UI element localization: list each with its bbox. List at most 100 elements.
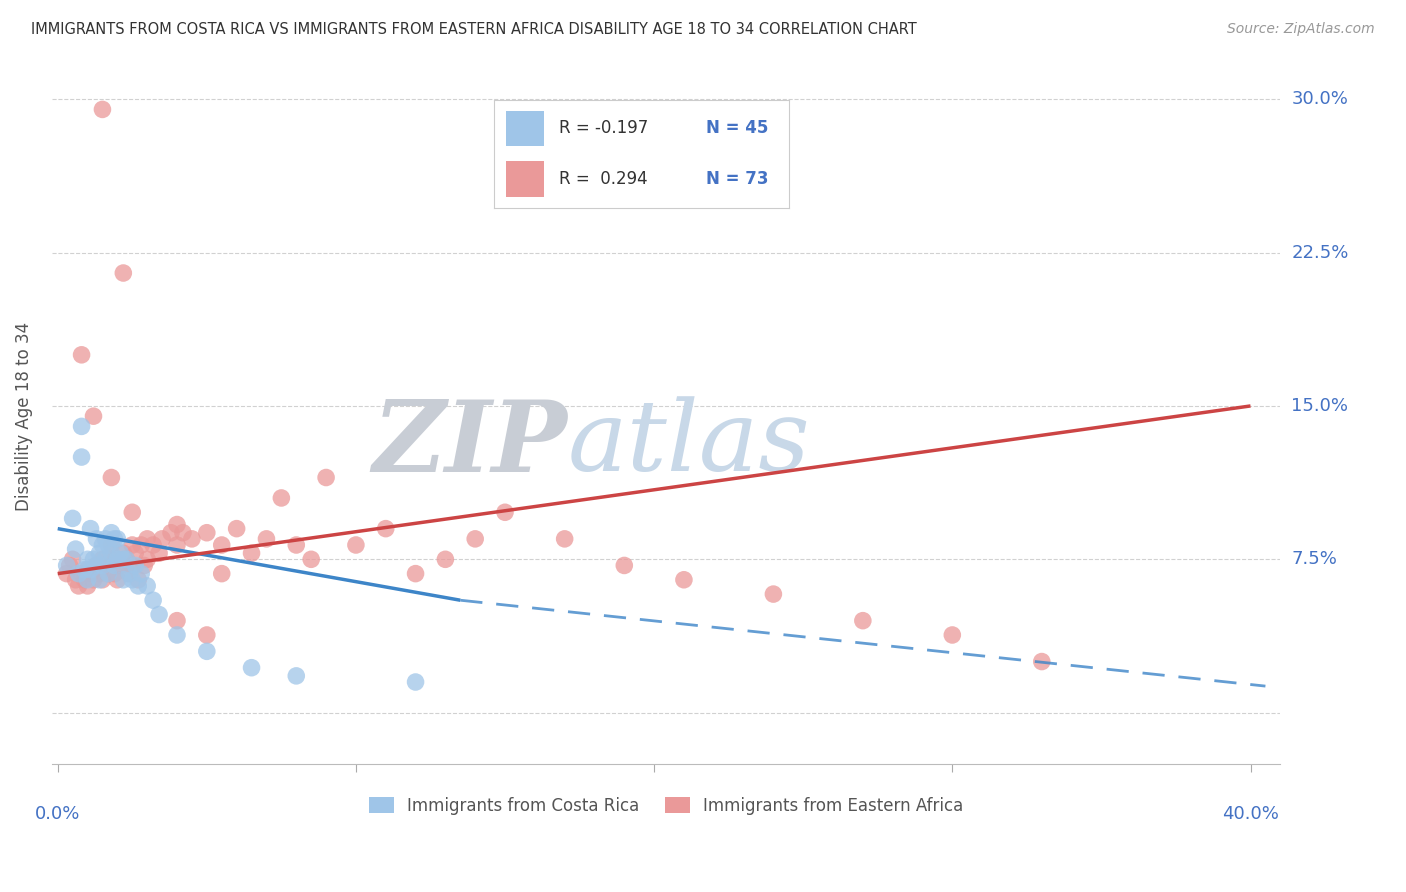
Point	[89, 546, 111, 560]
Point	[195, 628, 218, 642]
Point	[91, 558, 114, 573]
Point	[613, 558, 636, 573]
Point	[256, 532, 278, 546]
Point	[97, 566, 120, 581]
Point	[91, 103, 114, 117]
Point	[86, 558, 108, 573]
Point	[94, 532, 117, 546]
Point	[285, 538, 308, 552]
Point	[70, 348, 93, 362]
Point	[299, 552, 322, 566]
Point	[405, 675, 427, 690]
Point	[110, 558, 132, 573]
Point	[195, 525, 218, 540]
Point	[150, 532, 173, 546]
Point	[70, 419, 93, 434]
Point	[121, 538, 143, 552]
Point	[129, 538, 152, 552]
Point	[172, 525, 194, 540]
Point	[55, 558, 77, 573]
Text: 30.0%: 30.0%	[1292, 90, 1348, 108]
Point	[127, 579, 149, 593]
Point	[434, 552, 457, 566]
Point	[115, 552, 138, 566]
Point	[148, 546, 170, 560]
Point	[86, 558, 108, 573]
Point	[118, 566, 141, 581]
Point	[136, 532, 159, 546]
Text: 22.5%: 22.5%	[1292, 244, 1348, 261]
Point	[112, 552, 135, 566]
Point	[112, 546, 135, 560]
Text: 40.0%: 40.0%	[1222, 805, 1279, 823]
Point	[136, 579, 159, 593]
Point	[127, 573, 149, 587]
Point	[65, 542, 87, 557]
Point	[103, 532, 125, 546]
Point	[240, 661, 263, 675]
Point	[73, 573, 96, 587]
Point	[62, 511, 84, 525]
Point	[82, 552, 104, 566]
Point	[97, 566, 120, 581]
Point	[79, 522, 101, 536]
Point	[65, 573, 87, 587]
Point	[100, 525, 122, 540]
Point	[941, 628, 963, 642]
Point	[94, 558, 117, 573]
Legend: Immigrants from Costa Rica, Immigrants from Eastern Africa: Immigrants from Costa Rica, Immigrants f…	[363, 790, 970, 822]
Point	[82, 409, 104, 424]
Point	[124, 558, 146, 573]
Text: atlas: atlas	[568, 396, 810, 491]
Point	[225, 522, 247, 536]
Point	[76, 573, 98, 587]
Point	[180, 532, 202, 546]
Point	[211, 538, 233, 552]
Point	[142, 538, 165, 552]
Point	[103, 566, 125, 581]
Point	[344, 538, 367, 552]
Point	[112, 266, 135, 280]
Point	[91, 573, 114, 587]
Point	[1031, 655, 1053, 669]
Text: IMMIGRANTS FROM COSTA RICA VS IMMIGRANTS FROM EASTERN AFRICA DISABILITY AGE 18 T: IMMIGRANTS FROM COSTA RICA VS IMMIGRANTS…	[31, 22, 917, 37]
Point	[100, 546, 122, 560]
Point	[136, 552, 159, 566]
Point	[73, 562, 96, 576]
Point	[79, 566, 101, 581]
Y-axis label: Disability Age 18 to 34: Disability Age 18 to 34	[15, 322, 32, 511]
Point	[494, 505, 516, 519]
Point	[554, 532, 576, 546]
Point	[285, 669, 308, 683]
Point	[142, 593, 165, 607]
Point	[94, 552, 117, 566]
Point	[105, 552, 128, 566]
Point	[70, 566, 93, 581]
Point	[121, 558, 143, 573]
Point	[166, 538, 188, 552]
Point	[76, 552, 98, 566]
Point	[67, 566, 90, 581]
Point	[115, 552, 138, 566]
Point	[195, 644, 218, 658]
Point	[100, 552, 122, 566]
Point	[76, 562, 98, 576]
Point	[105, 532, 128, 546]
Point	[464, 532, 486, 546]
Point	[129, 566, 152, 581]
Point	[67, 579, 90, 593]
Point	[118, 566, 141, 581]
Point	[110, 546, 132, 560]
Point	[762, 587, 785, 601]
Point	[62, 552, 84, 566]
Point	[134, 558, 156, 573]
Point	[121, 573, 143, 587]
Point	[89, 573, 111, 587]
Point	[160, 525, 183, 540]
Point	[76, 579, 98, 593]
Point	[112, 573, 135, 587]
Point	[852, 614, 875, 628]
Point	[405, 566, 427, 581]
Text: Source: ZipAtlas.com: Source: ZipAtlas.com	[1227, 22, 1375, 37]
Point	[315, 470, 337, 484]
